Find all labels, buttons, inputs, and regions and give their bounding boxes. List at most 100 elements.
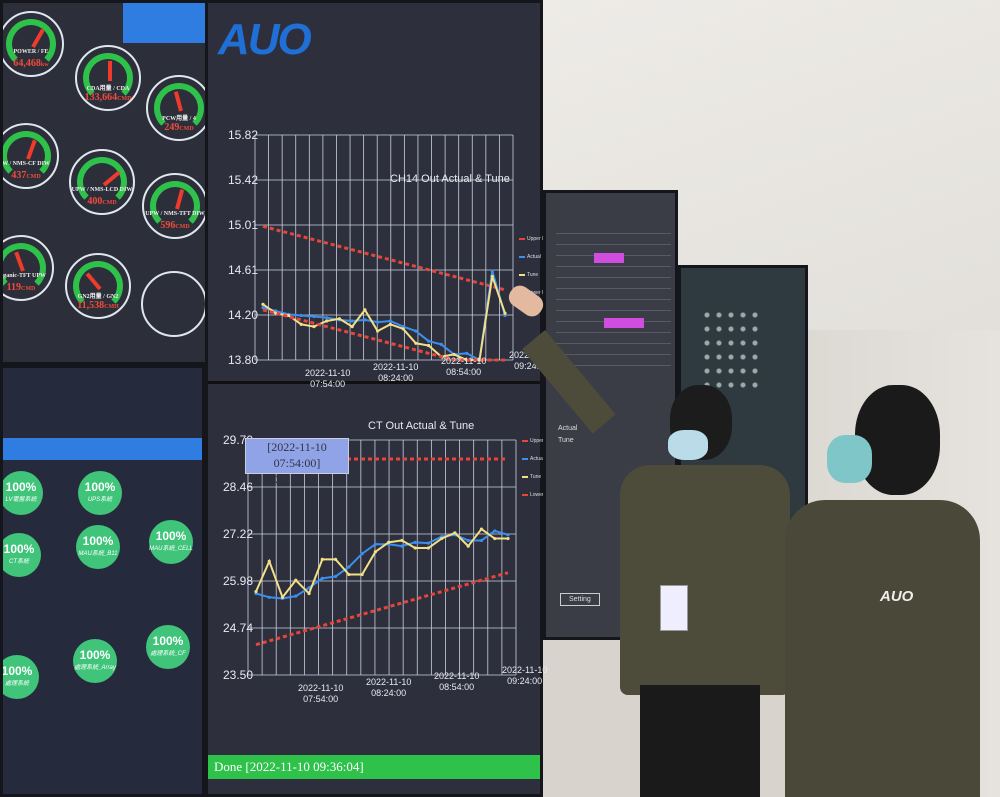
gauge-value: 400CMD: [87, 196, 117, 207]
status-text: Done [2022-11-10 09:36:04]: [214, 759, 364, 774]
x-tick-label: 2022-11-10 07:54:00: [298, 683, 344, 704]
y-tick-label: 13.80: [228, 353, 259, 367]
chart-legend: Upper limit Actual Tune Lower limit: [522, 432, 554, 504]
data-point: [307, 586, 311, 590]
person-observing: AUO: [785, 385, 980, 797]
data-point: [414, 341, 418, 345]
gauge: GN2用量 / GN2 11,538CMH: [65, 253, 131, 319]
status-name: MAU系統_B11: [78, 551, 118, 557]
status-percent: 100%: [152, 634, 184, 648]
status-indicator[interactable]: 100% 處理系統_CF: [146, 625, 190, 669]
status-name: CT系統: [9, 559, 29, 565]
status-indicator[interactable]: 100% 處理系統: [1, 655, 39, 699]
legend-entry: Actual: [519, 248, 551, 266]
data-point: [267, 559, 271, 563]
auo-logo: AUO: [218, 15, 312, 64]
data-point: [388, 322, 392, 326]
gauge-value: 437CMD: [11, 170, 41, 181]
status-indicator[interactable]: 100% MAU系統_CELL: [149, 520, 193, 564]
gauge-label: GN2用量 / GN2: [77, 294, 119, 300]
series-line-tune: [262, 276, 506, 361]
legend-entry: Tune: [522, 468, 554, 486]
data-point: [414, 329, 418, 333]
data-point: [465, 351, 469, 355]
data-point: [360, 552, 364, 556]
gauge-value: 119CMD: [6, 282, 36, 293]
series-line-actual: [255, 529, 509, 600]
status-indicator[interactable]: 100% CT系統: [3, 533, 41, 577]
data-point: [452, 352, 456, 357]
data-point: [312, 324, 316, 329]
gauge: Organic-TFT UPW 119CMD: [0, 235, 54, 301]
data-point: [299, 313, 303, 318]
setting-button[interactable]: Setting: [560, 593, 600, 606]
side-rows: Actual Tune: [558, 423, 577, 447]
chart-title: CH14 Out Actual & Tune: [390, 173, 510, 185]
series-line-actual: [262, 270, 506, 362]
panel-header-bar: [123, 3, 207, 43]
gauge-value: 596CMD: [160, 220, 190, 231]
data-point: [337, 317, 342, 321]
data-point: [506, 533, 510, 537]
gauge-arc: [150, 181, 200, 231]
data-point: [376, 329, 380, 333]
data-point: [350, 319, 354, 323]
gauge: POWER / FE 64,468kw: [3, 11, 64, 77]
data-point: [493, 536, 497, 541]
y-tick-label: 23.50: [223, 668, 254, 682]
status-bar: Done [2022-11-10 09:36:04]: [208, 755, 540, 779]
status-name: UPS系統: [87, 497, 113, 503]
series-line-lower-limit: [255, 571, 509, 647]
status-indicator[interactable]: 100% UPS系統: [78, 471, 122, 515]
data-point: [453, 531, 457, 535]
status-indicator[interactable]: 100% LV電盤系統: [3, 471, 43, 515]
data-point: [387, 540, 391, 544]
y-tick-label: 28.46: [223, 480, 254, 494]
legend-entry: Lower limit: [522, 486, 554, 504]
highlight-cell: [594, 253, 624, 263]
highlight-cell: [604, 318, 644, 328]
jacket-logo: AUO: [880, 588, 914, 605]
data-point: [388, 319, 392, 323]
data-point: [401, 324, 405, 329]
data-point: [400, 538, 404, 543]
indicator-grid: [701, 308, 761, 388]
gauge-arc: [3, 131, 51, 181]
gauge-arc: [77, 157, 127, 207]
data-table: [556, 223, 671, 373]
y-tick-label: 15.82: [228, 128, 259, 142]
jacket: AUO: [785, 500, 980, 797]
chart-screen: AUO Done [2022-11-10 09:36:04]: [205, 0, 543, 797]
gauge-label: UPW / NMS-LCD DIW: [71, 187, 133, 193]
gauge-arc: [73, 261, 123, 311]
data-point: [320, 557, 324, 561]
data-point: [320, 576, 324, 580]
trousers: [640, 685, 760, 797]
y-tick-label: 25.98: [223, 574, 254, 588]
data-point: [376, 320, 380, 324]
gauge: UPW / NMS-LCD DIW 400CMD: [69, 149, 135, 215]
gauge-label: Organic-TFT UPW: [0, 273, 47, 279]
x-tick-label: 2022-11-10 08:24:00: [366, 677, 412, 698]
status-percent: 100%: [1, 664, 33, 678]
data-point: [261, 306, 265, 310]
data-point: [325, 319, 329, 323]
data-point: [426, 339, 431, 343]
gauge-label: CDA用量 / CDA: [86, 86, 130, 92]
status-indicator[interactable]: 100% MAU系統_B11: [76, 525, 120, 569]
status-indicator[interactable]: 100% 處理系統_Array: [73, 639, 117, 683]
chart-tooltip: [2022-11-10 07:54:00] 29.20 ℃: [245, 438, 349, 486]
gauge-label: UPW / NMS-TFT DIW: [145, 211, 205, 217]
row-actual: Actual: [558, 425, 578, 432]
gauge-label: POWER / FE: [13, 49, 49, 55]
gauge-arc: [6, 19, 56, 69]
data-point: [490, 269, 494, 273]
y-tick-label: 15.01: [228, 218, 259, 232]
id-badge: [660, 585, 688, 631]
gauge-arc: [3, 243, 46, 293]
series-line-lower-limit: [262, 308, 505, 362]
data-point: [493, 529, 497, 533]
face-mask: [827, 435, 872, 483]
data-point: [360, 572, 364, 577]
tooltip-time: [2022-11-10 07:54:00]: [267, 440, 327, 470]
